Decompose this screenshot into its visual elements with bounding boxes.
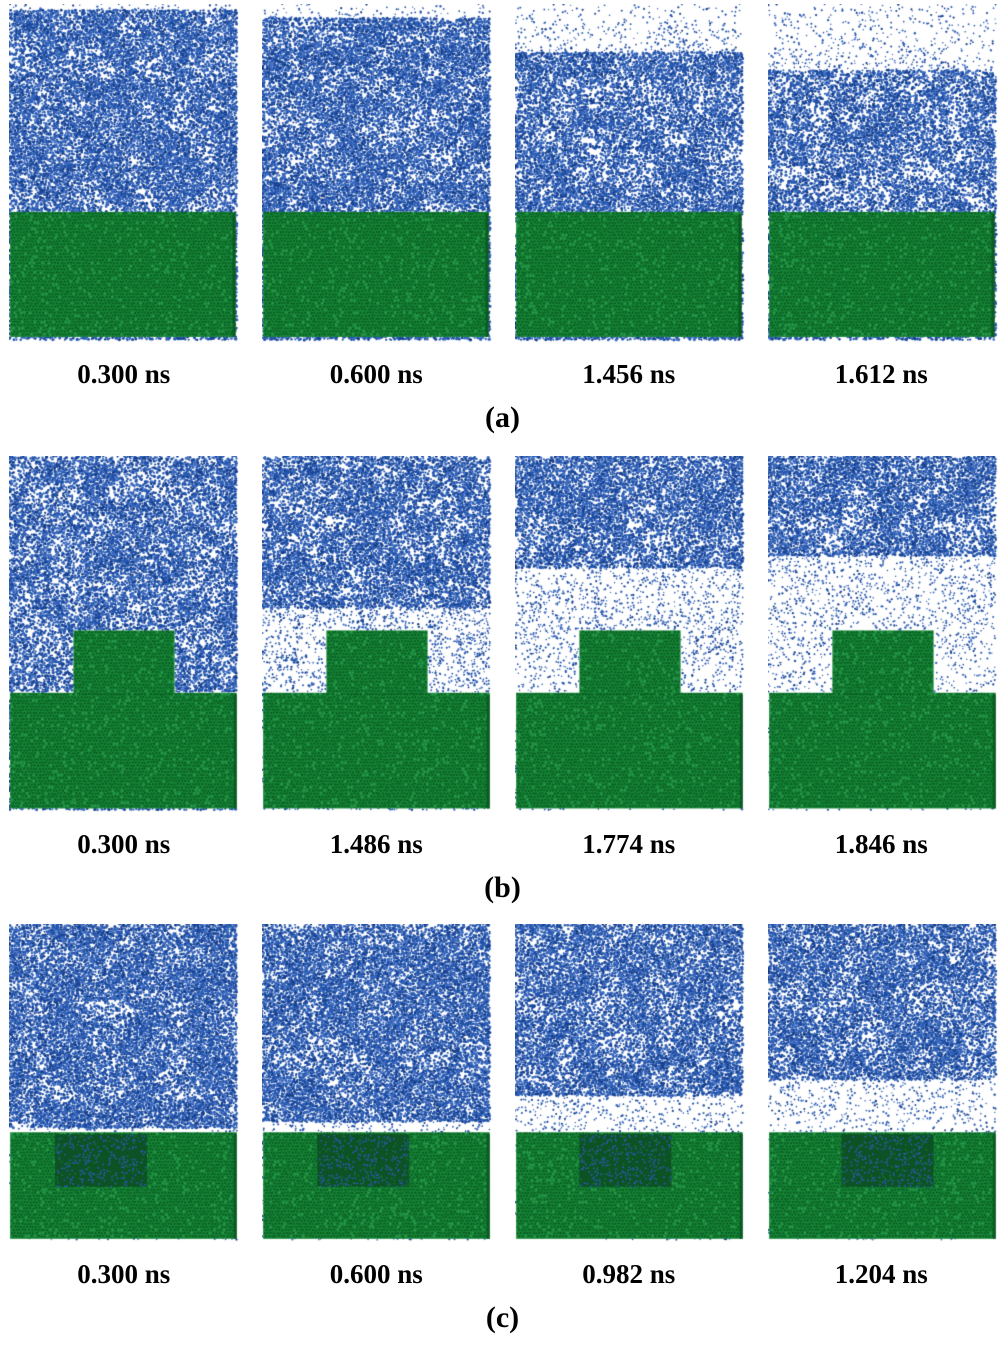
snapshot-panel [9, 456, 239, 812]
timestamp-label: 1.204 ns [834, 1259, 928, 1289]
timestamp-label: 0.600 ns [329, 359, 423, 389]
snapshot-c-3-canvas [515, 924, 745, 1242]
timestamp-row-c: 0.300 ns 0.600 ns 0.982 ns 1.204 ns [0, 1256, 1005, 1292]
timestamp-label: 1.774 ns [582, 829, 676, 859]
timestamp-label: 0.300 ns [77, 1259, 171, 1289]
timestamp-label: 0.600 ns [329, 1259, 423, 1289]
panel-row-b [0, 456, 1005, 812]
snapshot-a-2-canvas [262, 4, 492, 342]
timestamp-row-b: 0.300 ns 1.486 ns 1.774 ns 1.846 ns [0, 826, 1005, 862]
snapshot-b-3-canvas [515, 456, 745, 812]
snapshot-b-4-canvas [768, 456, 998, 812]
snapshot-b-2-canvas [262, 456, 492, 812]
timestamp-label: 1.612 ns [834, 359, 928, 389]
snapshot-panel [262, 4, 492, 342]
snapshot-panel [9, 4, 239, 342]
row-label-a: (a) [485, 401, 520, 434]
snapshot-panel [768, 924, 998, 1242]
snapshot-b-1-canvas [9, 456, 239, 812]
snapshot-a-1-canvas [9, 4, 239, 342]
timestamp-label: 1.456 ns [582, 359, 676, 389]
snapshot-panel [262, 924, 492, 1242]
figure-row-b: 0.300 ns 1.486 ns 1.774 ns 1.846 ns (b) [0, 456, 1005, 908]
snapshot-panel [515, 4, 745, 342]
snapshot-panel [768, 4, 998, 342]
snapshot-panel [768, 456, 998, 812]
snapshot-panel [515, 456, 745, 812]
simulation-figure: 0.300 ns 0.600 ns 1.456 ns 1.612 ns (a) … [0, 4, 1005, 1338]
timestamp-label: 0.300 ns [77, 829, 171, 859]
snapshot-c-2-canvas [262, 924, 492, 1242]
snapshot-panel [262, 456, 492, 812]
timestamp-label: 1.846 ns [834, 829, 928, 859]
snapshot-a-3-canvas [515, 4, 745, 342]
snapshot-c-1-canvas [9, 924, 239, 1242]
snapshot-c-4-canvas [768, 924, 998, 1242]
row-label-b: (b) [484, 871, 521, 904]
figure-row-a: 0.300 ns 0.600 ns 1.456 ns 1.612 ns (a) [0, 4, 1005, 438]
timestamp-label: 0.982 ns [582, 1259, 676, 1289]
timestamp-row-a: 0.300 ns 0.600 ns 1.456 ns 1.612 ns [0, 356, 1005, 392]
figure-row-c: 0.300 ns 0.600 ns 0.982 ns 1.204 ns (c) [0, 924, 1005, 1338]
panel-row-a [0, 4, 1005, 342]
panel-row-c [0, 924, 1005, 1242]
timestamp-label: 1.486 ns [329, 829, 423, 859]
row-label-c: (c) [485, 1301, 520, 1334]
timestamp-label: 0.300 ns [77, 359, 171, 389]
snapshot-a-4-canvas [768, 4, 998, 342]
snapshot-panel [515, 924, 745, 1242]
snapshot-panel [9, 924, 239, 1242]
